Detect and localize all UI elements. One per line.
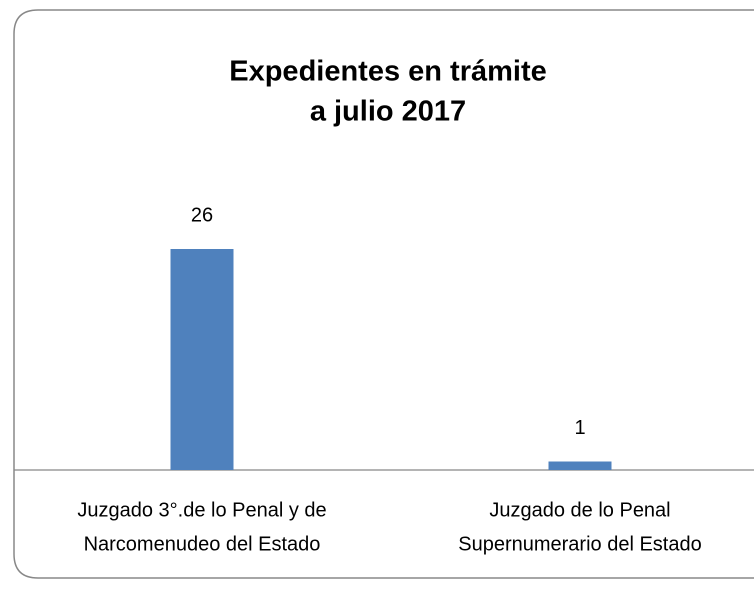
bar: [170, 249, 234, 470]
x-tick-label: Juzgado de lo Penal: [489, 499, 670, 521]
chart-title: Expedientes en trámite: [229, 56, 547, 88]
x-tick-label: Supernumerario del Estado: [458, 533, 701, 555]
bar: [548, 461, 612, 470]
x-tick-label: Narcomenudeo del Estado: [84, 533, 321, 555]
data-label: 1: [574, 417, 585, 439]
x-tick-label: Juzgado 3°.de lo Penal y de: [77, 499, 326, 521]
chart-title: a julio 2017: [310, 96, 466, 128]
data-label: 26: [191, 204, 213, 226]
